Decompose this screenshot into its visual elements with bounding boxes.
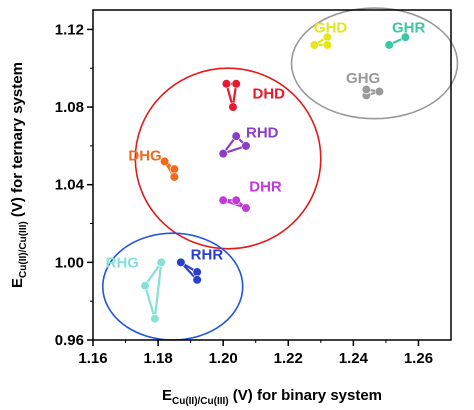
data-point [241,203,251,213]
series-label: RHD [246,124,279,141]
y-tick-label: 1.12 [55,21,84,38]
data-point [192,267,202,277]
series-label: RHG [106,254,139,271]
y-tick-label: 1.00 [55,254,84,271]
data-point [169,172,179,182]
data-point [140,281,150,291]
y-axis-title: ECu(II)/Cu(III) (V) for ternary system [9,62,29,288]
data-point [156,257,166,267]
data-point [218,195,228,205]
connector-line [143,261,163,319]
cluster-ellipses [101,7,459,341]
data-point [241,141,251,151]
y-tick-label: 0.96 [55,332,84,349]
data-point [160,156,170,167]
x-tick-label: 1.22 [274,350,303,367]
connector-line [224,82,238,108]
x-tick-label: 1.26 [404,350,433,367]
data-point [221,79,232,89]
x-tick-label: 1.18 [143,350,172,367]
data-point [400,32,411,42]
series-label: DHR [249,179,282,196]
x-axis-title: ECu(II)/Cu(III) (V) for binary system [162,387,382,407]
series-label: RHR [191,247,224,264]
cluster-ellipse [290,7,459,120]
data-point [384,40,394,50]
data-point [231,195,241,205]
y-tick-label: 1.04 [55,177,85,194]
series-label: DHD [252,85,285,102]
y-tick-label: 1.08 [55,99,84,116]
data-point [309,40,319,50]
series-label: GHR [392,19,426,36]
series-label: GHD [314,19,348,36]
series-label: GHG [346,70,380,87]
connector-line [220,134,249,156]
data-point [192,275,202,285]
cluster-ellipse [134,67,322,250]
data-points [140,32,411,324]
x-axis-ticks: 1.16 1.18 1.20 1.22 1.24 1.26 [78,340,433,367]
y-axis-ticks: 0.96 1.00 1.04 1.08 1.12 [55,21,93,349]
series-label: DHG [128,148,161,165]
data-point [374,86,385,97]
data-point [169,164,179,174]
x-tick-label: 1.24 [339,350,369,367]
x-tick-label: 1.20 [209,350,238,367]
data-point [231,79,241,89]
data-point [150,314,160,324]
data-point [231,131,241,141]
data-point [176,257,186,267]
series-labels: GHD GHR GHG DHD RHD DHG DHR RHG RHR [106,19,426,271]
data-point [361,84,371,95]
data-point [228,102,238,112]
data-point [218,149,228,159]
data-point [322,40,332,50]
plot-frame [92,9,452,341]
x-tick-label: 1.16 [78,350,107,367]
